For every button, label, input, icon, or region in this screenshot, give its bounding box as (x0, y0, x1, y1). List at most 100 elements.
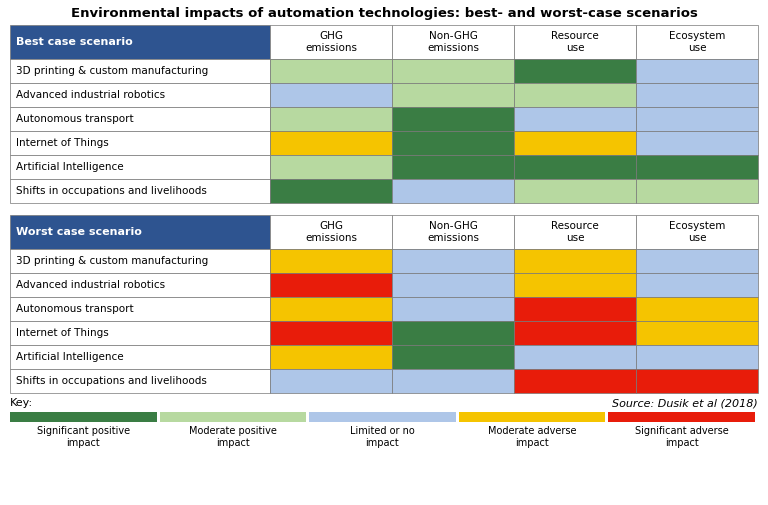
Bar (10, 215, 270, 249)
Bar (514, 59, 636, 83)
Bar (392, 321, 514, 345)
Bar (392, 345, 514, 369)
Bar (392, 215, 514, 249)
Text: Advanced industrial robotics: Advanced industrial robotics (16, 280, 165, 290)
Bar (392, 83, 514, 107)
Text: GHG
emissions: GHG emissions (305, 31, 357, 53)
Bar (392, 297, 514, 321)
Text: Moderate positive
impact: Moderate positive impact (189, 426, 276, 447)
Bar (636, 321, 758, 345)
Text: Ecosystem
use: Ecosystem use (669, 31, 725, 53)
Bar (10, 179, 270, 203)
Bar (608, 412, 755, 422)
Bar (392, 249, 514, 273)
Text: Shifts in occupations and livelihoods: Shifts in occupations and livelihoods (16, 186, 207, 196)
Bar (514, 273, 636, 297)
Bar (636, 249, 758, 273)
Text: 3D printing & custom manufacturing: 3D printing & custom manufacturing (16, 66, 208, 76)
Bar (310, 412, 455, 422)
Bar (636, 107, 758, 131)
Bar (392, 273, 514, 297)
Bar (10, 131, 270, 155)
Bar (636, 273, 758, 297)
Bar (270, 297, 392, 321)
Bar (10, 155, 270, 179)
Bar (392, 131, 514, 155)
Text: Resource
use: Resource use (551, 31, 599, 53)
Text: Non-GHG
emissions: Non-GHG emissions (427, 31, 479, 53)
Bar (10, 25, 270, 59)
Bar (392, 107, 514, 131)
Bar (10, 369, 270, 393)
Bar (10, 83, 270, 107)
Bar (270, 131, 392, 155)
Bar (392, 155, 514, 179)
Text: Artificial Intelligence: Artificial Intelligence (16, 162, 124, 172)
Bar (514, 249, 636, 273)
Bar (270, 107, 392, 131)
Bar (636, 59, 758, 83)
Text: Autonomous transport: Autonomous transport (16, 304, 134, 314)
Bar (392, 369, 514, 393)
Text: Significant adverse
impact: Significant adverse impact (635, 426, 729, 447)
Bar (270, 215, 392, 249)
Text: Limited or no
impact: Limited or no impact (350, 426, 415, 447)
Bar (514, 131, 636, 155)
Bar (10, 107, 270, 131)
Text: Key:: Key: (10, 398, 33, 408)
Bar (636, 131, 758, 155)
Bar (636, 369, 758, 393)
Text: Autonomous transport: Autonomous transport (16, 114, 134, 124)
Bar (270, 369, 392, 393)
Bar (270, 273, 392, 297)
Bar (636, 297, 758, 321)
Text: 3D printing & custom manufacturing: 3D printing & custom manufacturing (16, 256, 208, 266)
Bar (514, 215, 636, 249)
Text: Artificial Intelligence: Artificial Intelligence (16, 352, 124, 362)
Bar (10, 59, 270, 83)
Bar (270, 59, 392, 83)
Bar (10, 249, 270, 273)
Bar (10, 412, 157, 422)
Bar (392, 179, 514, 203)
Bar (514, 179, 636, 203)
Bar (636, 25, 758, 59)
Bar (636, 83, 758, 107)
Text: Moderate adverse
impact: Moderate adverse impact (488, 426, 576, 447)
Bar (270, 321, 392, 345)
Bar (514, 25, 636, 59)
Bar (392, 25, 514, 59)
Bar (10, 321, 270, 345)
Bar (10, 345, 270, 369)
Text: Ecosystem
use: Ecosystem use (669, 221, 725, 243)
Bar (636, 179, 758, 203)
Bar (270, 345, 392, 369)
Text: Advanced industrial robotics: Advanced industrial robotics (16, 90, 165, 100)
Bar (458, 412, 605, 422)
Text: Non-GHG
emissions: Non-GHG emissions (427, 221, 479, 243)
Text: Resource
use: Resource use (551, 221, 599, 243)
Text: Internet of Things: Internet of Things (16, 138, 109, 148)
Text: Shifts in occupations and livelihoods: Shifts in occupations and livelihoods (16, 376, 207, 386)
Bar (514, 155, 636, 179)
Bar (636, 215, 758, 249)
Text: Best case scenario: Best case scenario (16, 37, 133, 47)
Bar (10, 297, 270, 321)
Bar (514, 369, 636, 393)
Text: Significant positive
impact: Significant positive impact (37, 426, 130, 447)
Text: Worst case scenario: Worst case scenario (16, 227, 142, 237)
Text: Source: Dusik et al (2018): Source: Dusik et al (2018) (612, 398, 758, 408)
Bar (10, 273, 270, 297)
Text: Internet of Things: Internet of Things (16, 328, 109, 338)
Bar (270, 249, 392, 273)
Bar (514, 345, 636, 369)
Bar (270, 179, 392, 203)
Bar (270, 83, 392, 107)
Bar (514, 107, 636, 131)
Text: GHG
emissions: GHG emissions (305, 221, 357, 243)
Bar (514, 297, 636, 321)
Text: Environmental impacts of automation technologies: best- and worst-case scenarios: Environmental impacts of automation tech… (71, 7, 697, 20)
Bar (514, 321, 636, 345)
Bar (160, 412, 306, 422)
Bar (270, 155, 392, 179)
